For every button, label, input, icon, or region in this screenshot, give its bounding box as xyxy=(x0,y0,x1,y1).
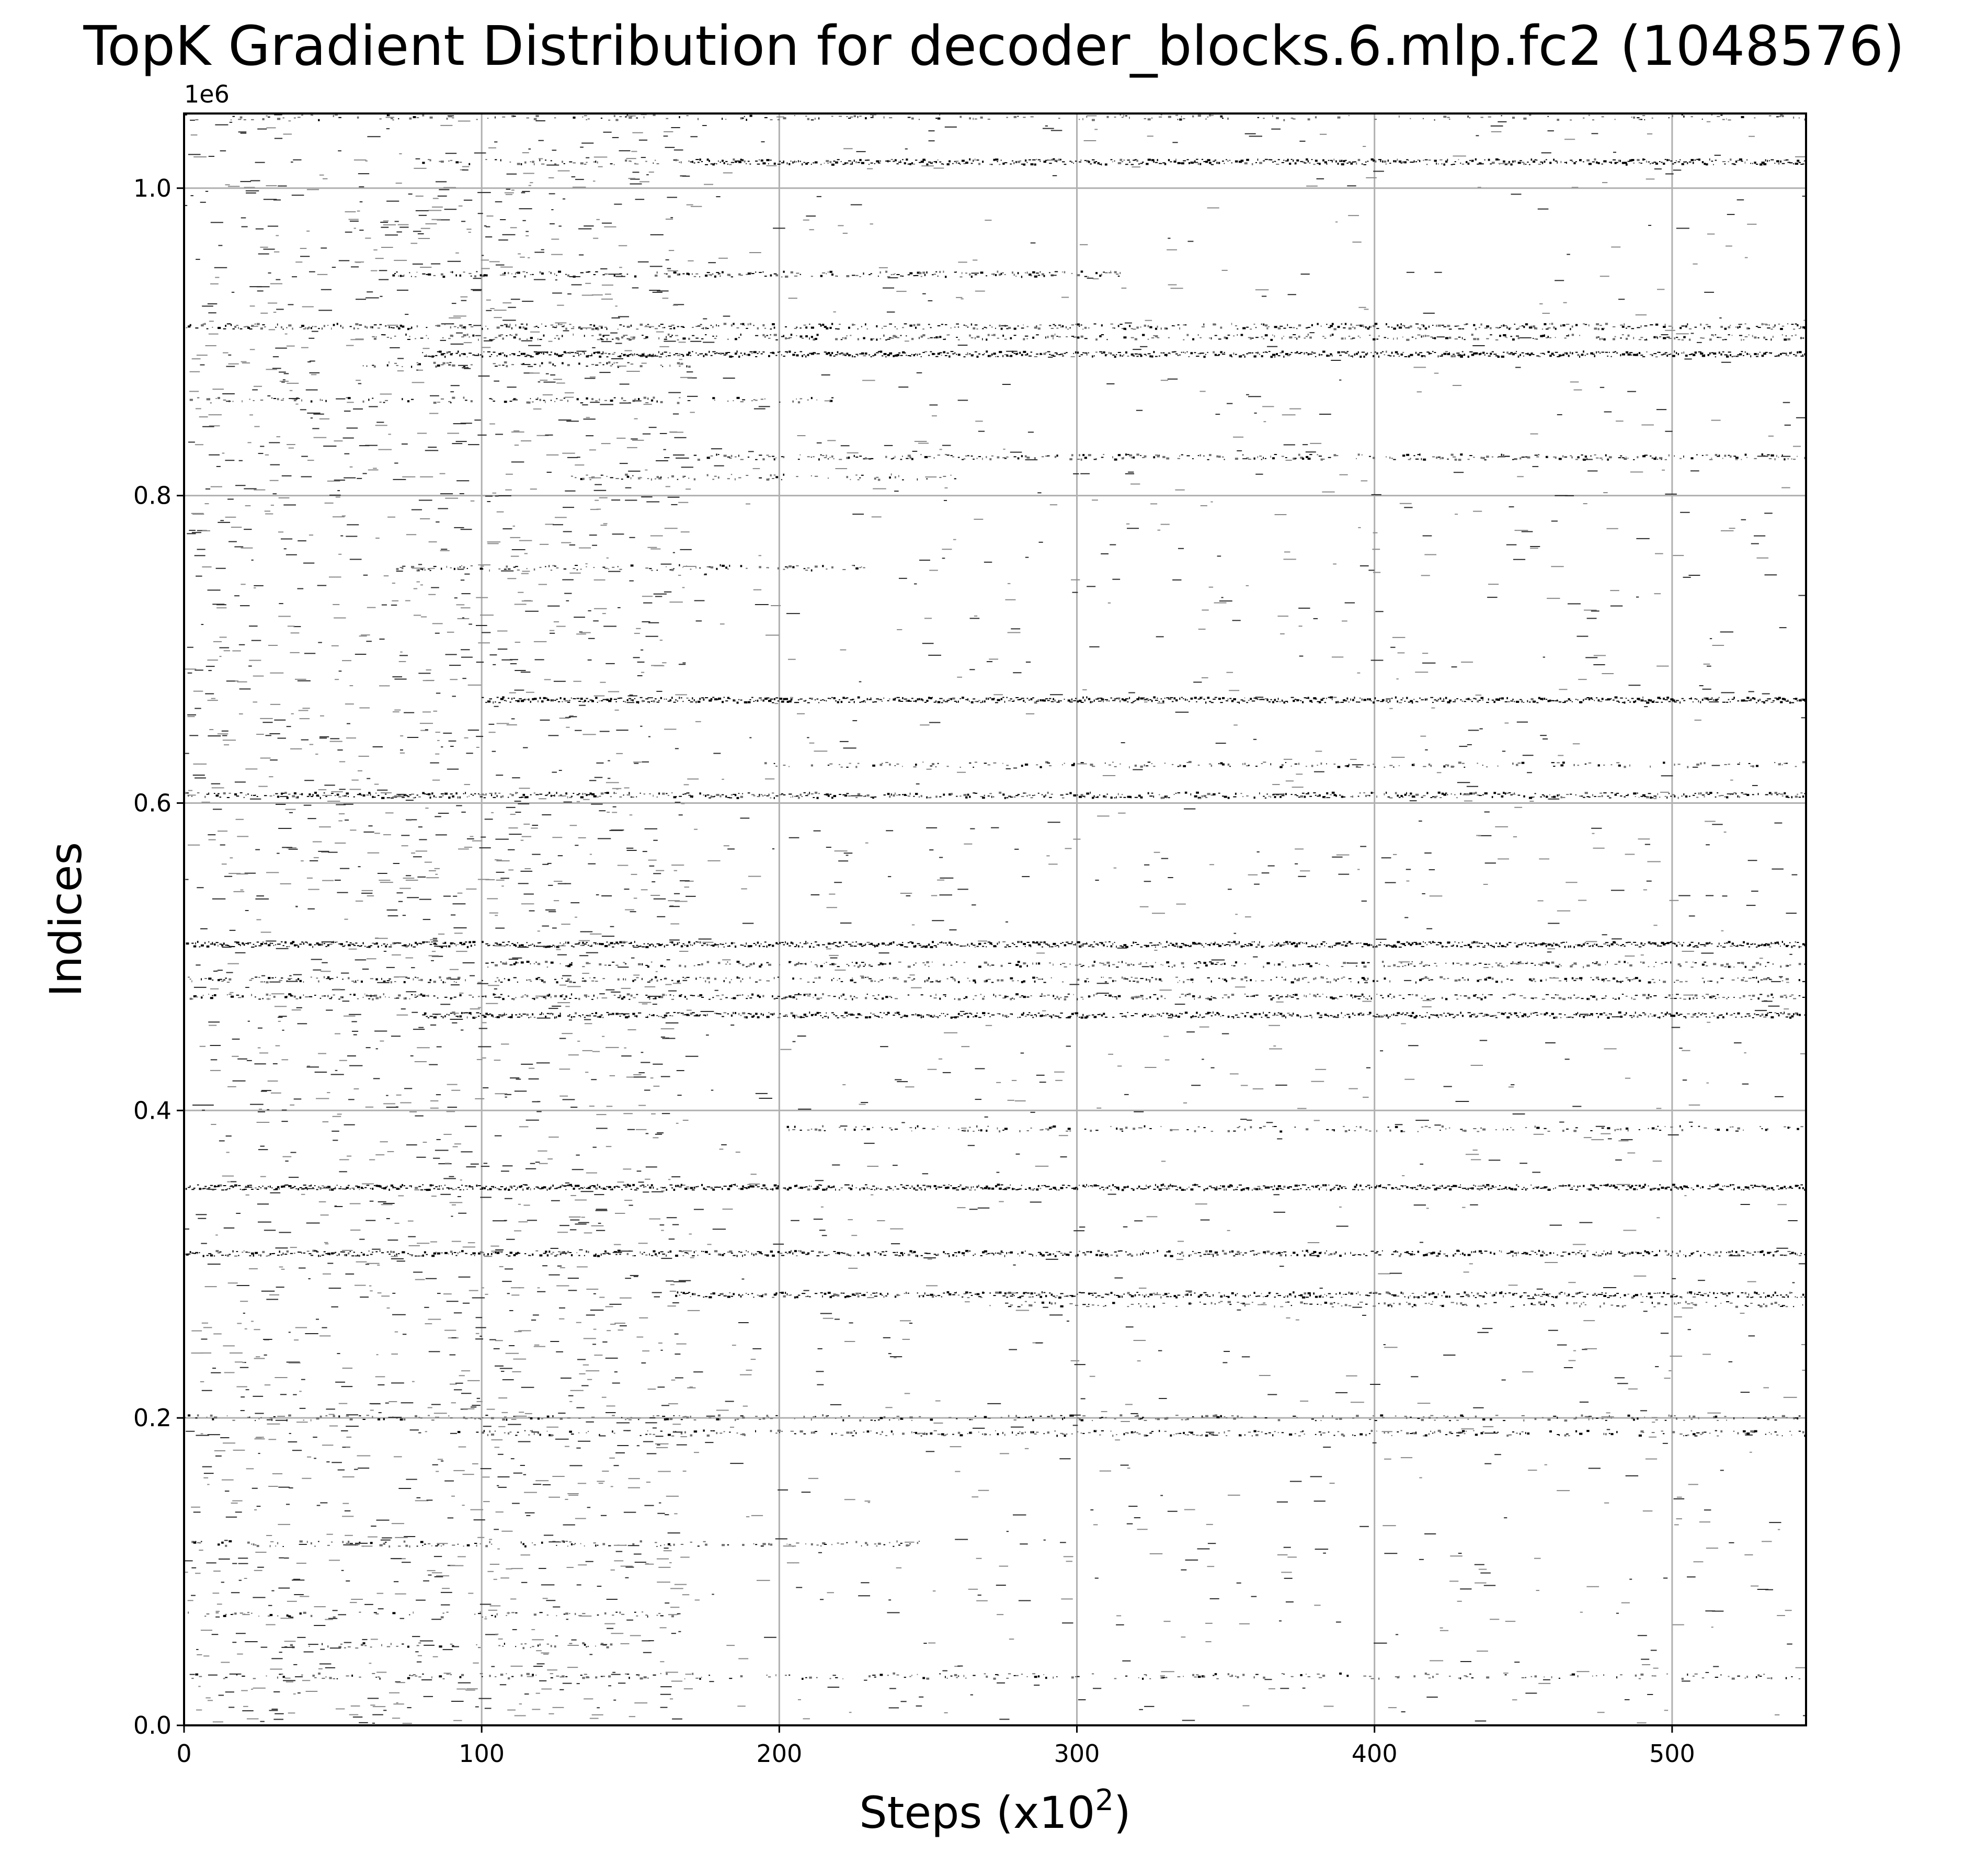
plot-background xyxy=(184,113,1806,1725)
data-points xyxy=(184,113,1806,1724)
plot-area xyxy=(183,112,1807,1726)
chart-title: TopK Gradient Distribution for decoder_b… xyxy=(83,14,1905,78)
